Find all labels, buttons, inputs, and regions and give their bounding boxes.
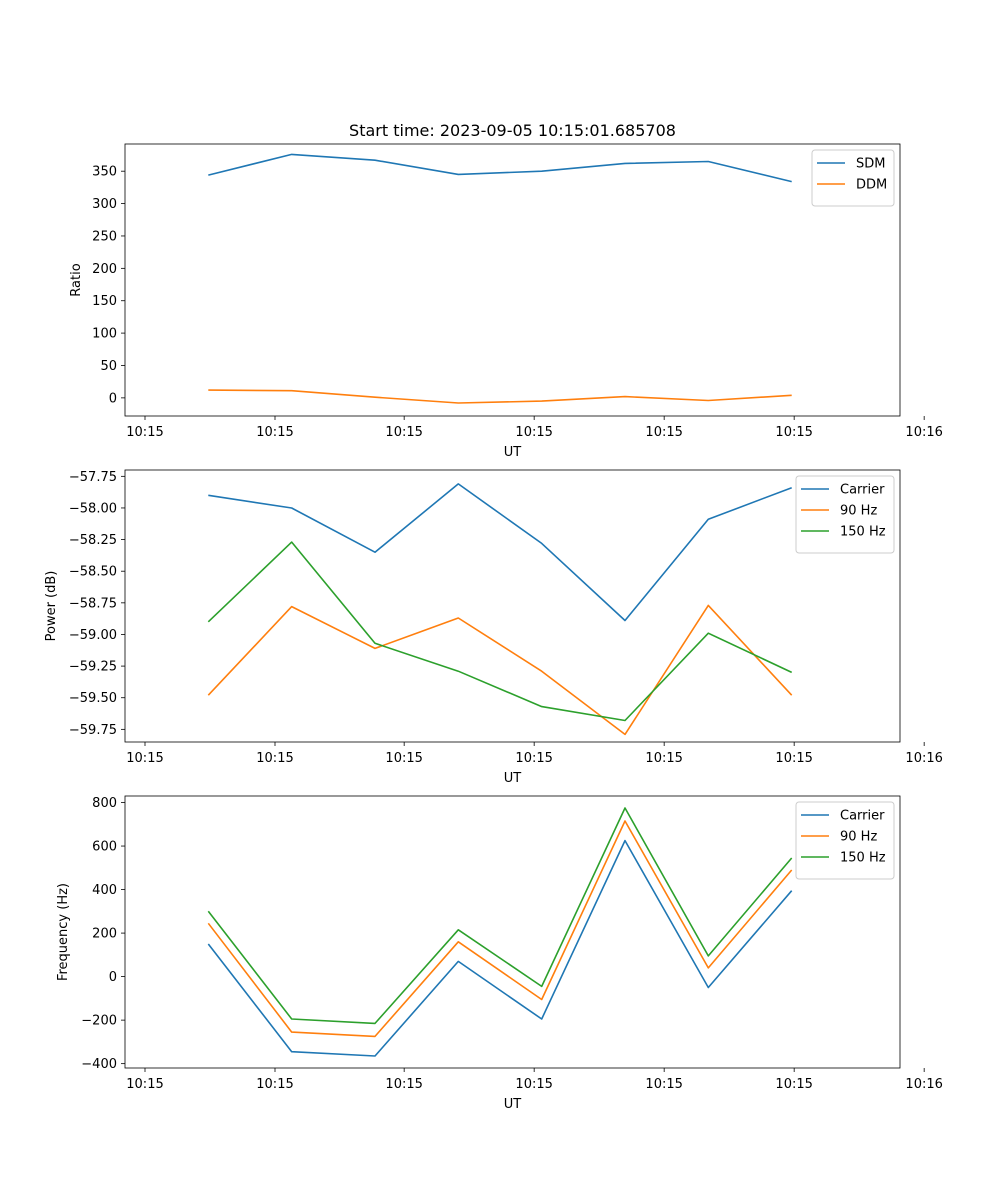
y-tick-label: 150	[92, 294, 117, 309]
y-tick-label: 200	[92, 927, 117, 942]
series-line-150-hz	[207, 807, 793, 1025]
legend-box	[811, 149, 895, 207]
series-line-carrier	[208, 483, 792, 622]
x-tick-label: 10:15	[645, 751, 682, 766]
plot-frame	[124, 143, 901, 417]
y-axis-label: Ratio	[69, 263, 84, 296]
series-line-90-hz	[207, 820, 793, 1038]
legend-label: SDM	[856, 157, 885, 172]
legend-box	[795, 801, 895, 880]
x-tick-label: 10:15	[385, 1077, 422, 1092]
y-axis-label: Power (dB)	[44, 571, 59, 642]
y-tick-label: −400	[81, 1057, 117, 1072]
x-axis-label: UT	[504, 445, 522, 460]
series-line-carrier	[207, 839, 793, 1057]
x-tick-label: 10:15	[515, 751, 552, 766]
y-tick-label: −59.75	[69, 723, 117, 738]
x-tick-label: 10:16	[905, 751, 942, 766]
legend: Carrier 90 Hz 150 Hz	[795, 801, 895, 880]
legend-label: 90 Hz	[840, 830, 877, 845]
y-tick-label: −58.00	[69, 501, 117, 516]
y-tick-label: −57.75	[69, 470, 117, 485]
x-tick-label: 10:15	[256, 425, 293, 440]
legend-label: 90 Hz	[840, 504, 877, 519]
legend-label: Carrier	[840, 483, 885, 498]
y-tick-label: 50	[100, 359, 117, 374]
series-line-ddm	[208, 389, 792, 404]
y-tick-label: −200	[81, 1014, 117, 1029]
chart-panel-1: Start time: 2023-09-05 10:15:01.685708 10…	[69, 121, 943, 460]
x-tick-label: 10:15	[126, 1077, 163, 1092]
legend-label: Carrier	[840, 809, 885, 824]
plot-frame	[124, 795, 901, 1069]
x-tick-label: 10:15	[515, 425, 552, 440]
x-tick-label: 10:15	[256, 1077, 293, 1092]
chart-panel-3: 10:15 10:15 10:15 10:15 10:15 10:15 10:16 −400 −…	[56, 795, 943, 1112]
y-tick-label: −59.00	[69, 628, 117, 643]
x-tick-label: 10:15	[645, 1077, 682, 1092]
legend: SDM DDM	[811, 149, 895, 207]
x-tick-label: 10:16	[905, 1077, 942, 1092]
x-tick-label: 10:15	[256, 751, 293, 766]
y-tick-label: −58.25	[69, 533, 117, 548]
y-tick-label: −59.25	[69, 660, 117, 675]
x-tick-label: 10:15	[385, 751, 422, 766]
x-tick-label: 10:15	[515, 1077, 552, 1092]
x-tick-label: 10:15	[775, 1077, 812, 1092]
y-tick-label: −58.75	[69, 596, 117, 611]
y-tick-label: 600	[92, 840, 117, 855]
y-tick-label: 400	[92, 883, 117, 898]
legend-label: DDM	[856, 178, 887, 193]
y-tick-label: −59.50	[69, 691, 117, 706]
x-tick-label: 10:15	[126, 751, 163, 766]
y-tick-label: 0	[109, 391, 117, 406]
y-tick-label: 800	[92, 796, 117, 811]
plot-frame	[124, 469, 901, 743]
chart-panel-2: 10:15 10:15 10:15 10:15 10:15 10:15 10:16 −59.7…	[44, 469, 943, 786]
chart-title: Start time: 2023-09-05 10:15:01.685708	[349, 121, 676, 140]
y-tick-label: 300	[92, 197, 117, 212]
legend-label: 150 Hz	[840, 851, 886, 866]
x-tick-label: 10:15	[126, 425, 163, 440]
x-tick-label: 10:15	[775, 425, 812, 440]
y-tick-label: 0	[109, 970, 117, 985]
x-axis-label: UT	[504, 1097, 522, 1112]
legend-box	[795, 475, 895, 554]
y-tick-label: 350	[92, 165, 117, 180]
legend: Carrier 90 Hz 150 Hz	[795, 475, 895, 554]
x-axis-label: UT	[504, 771, 522, 786]
y-tick-label: 250	[92, 229, 117, 244]
y-tick-label: −58.50	[69, 565, 117, 580]
x-tick-label: 10:15	[775, 751, 812, 766]
x-tick-label: 10:16	[905, 425, 942, 440]
series-line-sdm	[208, 153, 792, 183]
series-line-90-hz	[207, 604, 793, 736]
x-tick-label: 10:15	[385, 425, 422, 440]
series-line-150-hz	[207, 541, 793, 722]
legend-label: 150 Hz	[840, 525, 886, 540]
y-tick-label: 100	[92, 327, 117, 342]
y-axis-label: Frequency (Hz)	[56, 883, 71, 981]
x-tick-label: 10:15	[645, 425, 682, 440]
y-tick-label: 200	[92, 262, 117, 277]
